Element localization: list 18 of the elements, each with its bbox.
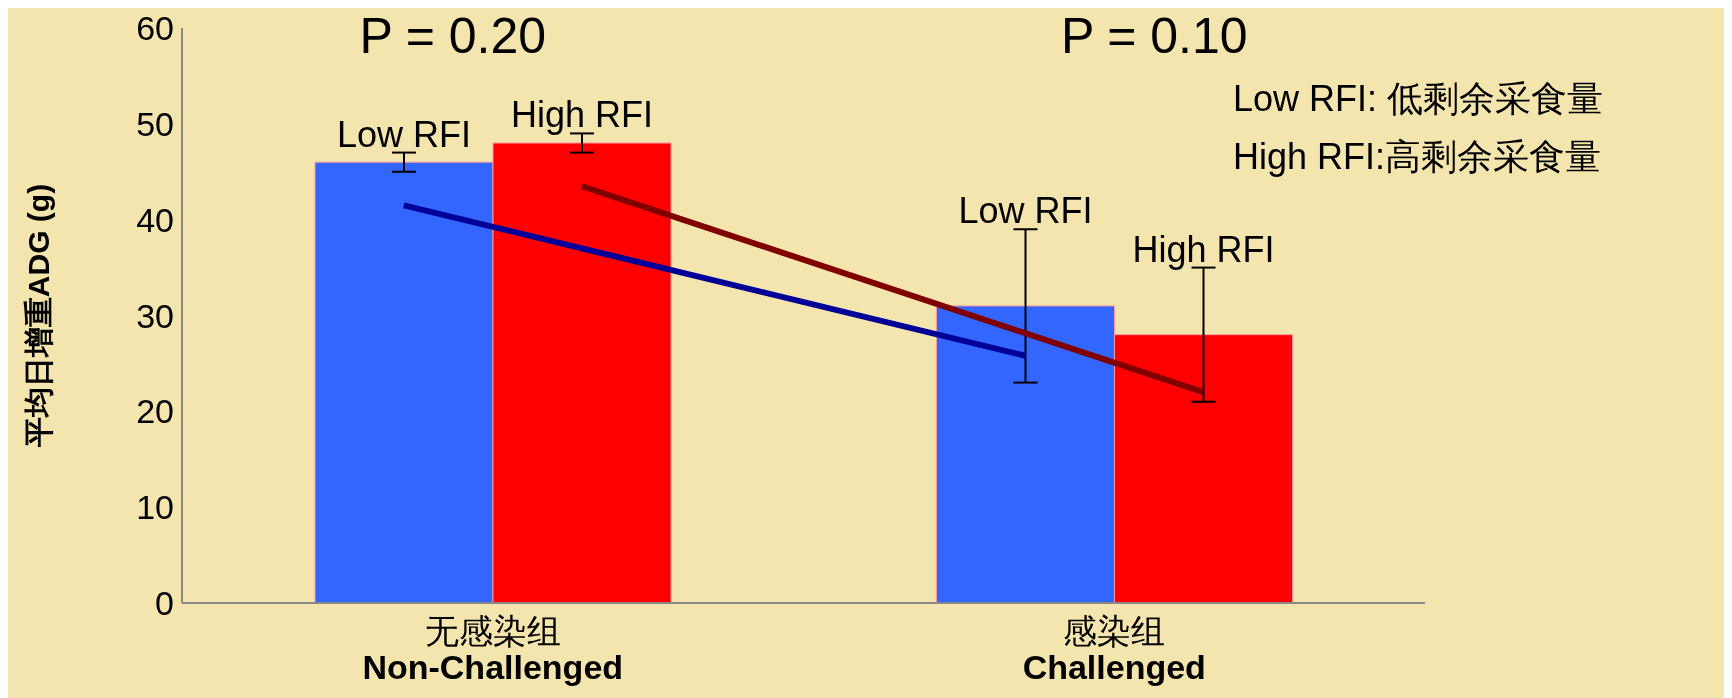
series-label: Low RFI <box>336 113 472 155</box>
y-axis-title: 平均日增重ADG (g) <box>21 183 55 449</box>
annotation: P = 0.20 <box>358 8 548 64</box>
series-label: High RFI <box>510 94 654 136</box>
annotation: Low RFI: 低剩余采食量 <box>1233 77 1604 121</box>
annotation: P = 0.10 <box>1059 8 1249 64</box>
y-tick-label: 10 <box>136 488 174 527</box>
y-tick-label: 20 <box>136 392 174 431</box>
text: Low RFI <box>958 190 1093 232</box>
x-tick-label: 无感染组 Non-Challenged <box>362 612 624 686</box>
x-tick-label: 感染组 Challenged <box>1022 612 1206 686</box>
y-tick-label: 30 <box>136 296 174 335</box>
annotation: High RFI:高剩余采食量 <box>1233 135 1603 179</box>
y-tick-label: 50 <box>136 104 174 143</box>
y-tick-label: 60 <box>136 9 174 48</box>
y-tick-label: 40 <box>136 200 174 239</box>
text: High RFI <box>1132 228 1275 270</box>
y-tick-label: 0 <box>155 584 174 623</box>
